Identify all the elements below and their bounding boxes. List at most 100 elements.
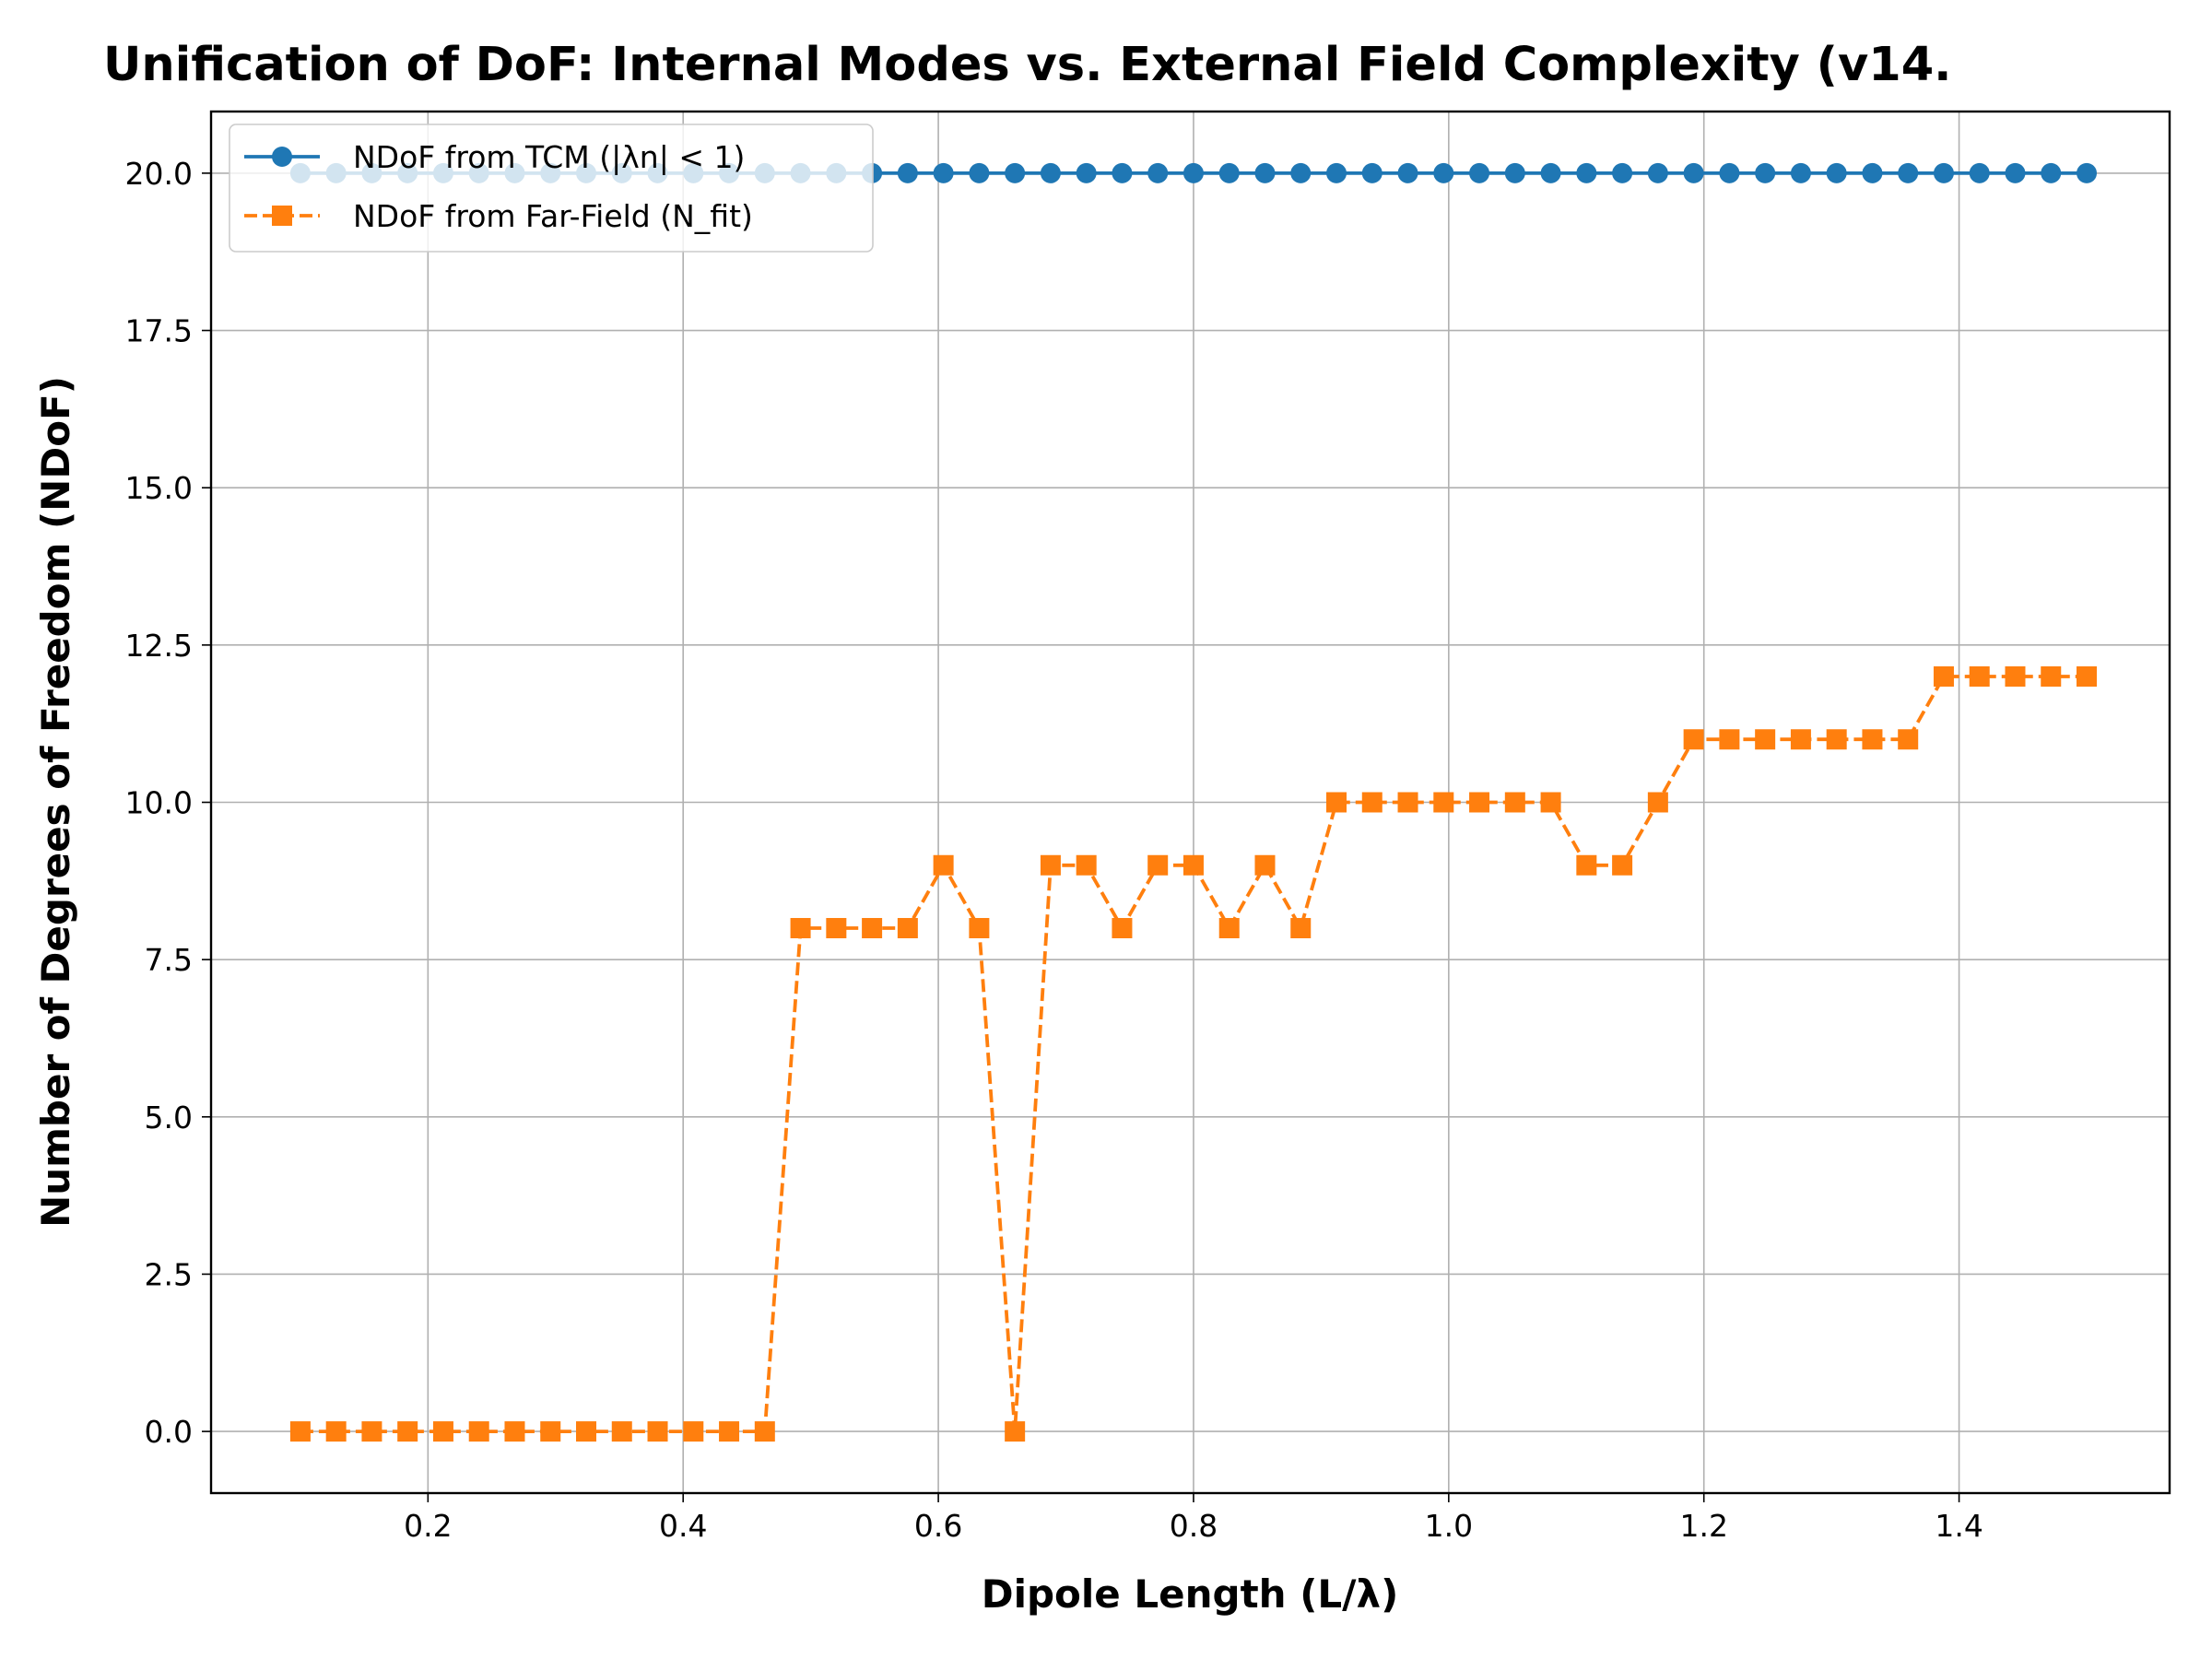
data-point-circle bbox=[1826, 162, 1847, 183]
x-tick-label: 0.2 bbox=[404, 1508, 452, 1544]
grid bbox=[211, 112, 2170, 1493]
data-point-square bbox=[1969, 665, 1990, 687]
data-point-circle bbox=[2005, 162, 2026, 183]
x-tick-label: 1.4 bbox=[1935, 1508, 1983, 1544]
y-tick-label: 10.0 bbox=[125, 785, 193, 821]
data-point-square bbox=[1433, 792, 1454, 813]
data-point-circle bbox=[2077, 162, 2098, 183]
data-point-square bbox=[1290, 918, 1312, 939]
data-point-circle bbox=[1433, 162, 1454, 183]
data-point-square bbox=[1719, 729, 1740, 750]
data-point-square bbox=[1076, 854, 1097, 876]
y-tick-label: 0.0 bbox=[145, 1414, 193, 1450]
y-tick-label: 12.5 bbox=[125, 628, 193, 664]
data-point-circle bbox=[1790, 162, 1811, 183]
x-tick-label: 1.2 bbox=[1679, 1508, 1727, 1544]
legend: NDoF from TCM (|λn| < 1) NDoF from Far-Fi… bbox=[229, 124, 874, 253]
data-point-square bbox=[897, 918, 918, 939]
data-point-circle bbox=[1933, 162, 1954, 183]
data-point-circle bbox=[1969, 162, 1990, 183]
data-point-square bbox=[1254, 854, 1276, 876]
x-tick-label: 1.0 bbox=[1425, 1508, 1473, 1544]
series-2 bbox=[289, 665, 2098, 1442]
data-point-square bbox=[1540, 792, 1561, 813]
legend-marker bbox=[272, 147, 292, 167]
data-point-square bbox=[1576, 854, 1597, 876]
data-point-circle bbox=[1326, 162, 1347, 183]
data-point-square bbox=[2005, 665, 2026, 687]
data-point-square bbox=[611, 1421, 632, 1442]
data-point-square bbox=[683, 1421, 704, 1442]
data-point-square bbox=[540, 1421, 561, 1442]
data-point-circle bbox=[1254, 162, 1276, 183]
data-point-square bbox=[2077, 665, 2098, 687]
y-axis-label: Number of Degrees of Freedom (NDoF) bbox=[33, 376, 78, 1228]
data-point-circle bbox=[1862, 162, 1883, 183]
y-tick-label: 7.5 bbox=[145, 942, 193, 978]
data-point-square bbox=[1040, 854, 1061, 876]
chart-title: Unification of DoF: Internal Modes vs. E… bbox=[103, 38, 1952, 92]
data-point-square bbox=[647, 1421, 668, 1442]
data-point-square bbox=[289, 1421, 311, 1442]
data-point-square bbox=[432, 1421, 453, 1442]
data-point-circle bbox=[1218, 162, 1240, 183]
data-point-square bbox=[397, 1421, 418, 1442]
data-point-circle bbox=[1755, 162, 1776, 183]
data-point-circle bbox=[1647, 162, 1668, 183]
x-axis-ticks: 0.2 0.4 0.6 0.8 1.0 1.2 1.4 bbox=[404, 1493, 1983, 1544]
data-point-circle bbox=[1397, 162, 1418, 183]
y-tick-label: 2.5 bbox=[145, 1256, 193, 1292]
data-point-square bbox=[1397, 792, 1418, 813]
legend-label: NDoF from TCM (|λn| < 1) bbox=[353, 139, 745, 175]
data-point-square bbox=[1683, 729, 1704, 750]
data-point-square bbox=[1147, 854, 1169, 876]
legend-label: NDoF from Far-Field (N_fit) bbox=[353, 198, 753, 234]
data-point-circle bbox=[1898, 162, 1919, 183]
data-point-circle bbox=[1147, 162, 1169, 183]
data-point-square bbox=[468, 1421, 489, 1442]
y-axis-ticks: 0.0 2.5 5.0 7.5 10.0 12.5 15.0 17.5 20.0 bbox=[125, 156, 211, 1450]
data-point-square bbox=[576, 1421, 597, 1442]
legend-marker bbox=[272, 206, 292, 226]
data-point-square bbox=[754, 1421, 775, 1442]
data-point-circle bbox=[1005, 162, 1026, 183]
data-point-square bbox=[325, 1421, 347, 1442]
data-point-square bbox=[862, 918, 883, 939]
data-point-circle bbox=[1290, 162, 1312, 183]
data-point-circle bbox=[1469, 162, 1490, 183]
data-point-square bbox=[1647, 792, 1668, 813]
data-point-circle bbox=[1112, 162, 1133, 183]
data-point-square bbox=[361, 1421, 382, 1442]
data-point-square bbox=[969, 918, 990, 939]
data-point-square bbox=[1898, 729, 1919, 750]
data-point-circle bbox=[897, 162, 918, 183]
data-point-square bbox=[790, 918, 811, 939]
data-point-square bbox=[719, 1421, 740, 1442]
data-point-square bbox=[1933, 665, 1954, 687]
data-point-square bbox=[1005, 1421, 1026, 1442]
x-tick-label: 0.6 bbox=[914, 1508, 962, 1544]
data-point-square bbox=[1826, 729, 1847, 750]
data-point-circle bbox=[1719, 162, 1740, 183]
data-point-circle bbox=[969, 162, 990, 183]
x-axis-label: Dipole Length (L/λ) bbox=[982, 1571, 1399, 1617]
y-tick-label: 20.0 bbox=[125, 156, 193, 192]
data-point-circle bbox=[1361, 162, 1382, 183]
x-tick-label: 0.8 bbox=[1170, 1508, 1218, 1544]
data-point-square bbox=[2041, 665, 2062, 687]
data-point-square bbox=[826, 918, 847, 939]
data-point-circle bbox=[1040, 162, 1061, 183]
data-point-square bbox=[1755, 729, 1776, 750]
data-point-circle bbox=[933, 162, 954, 183]
data-point-circle bbox=[1540, 162, 1561, 183]
data-point-square bbox=[1469, 792, 1490, 813]
data-point-circle bbox=[1612, 162, 1633, 183]
x-tick-label: 0.4 bbox=[659, 1508, 707, 1544]
data-point-square bbox=[1326, 792, 1347, 813]
data-point-circle bbox=[1683, 162, 1704, 183]
data-point-circle bbox=[1576, 162, 1597, 183]
data-point-square bbox=[1361, 792, 1382, 813]
data-point-square bbox=[1218, 918, 1240, 939]
data-point-square bbox=[504, 1421, 525, 1442]
